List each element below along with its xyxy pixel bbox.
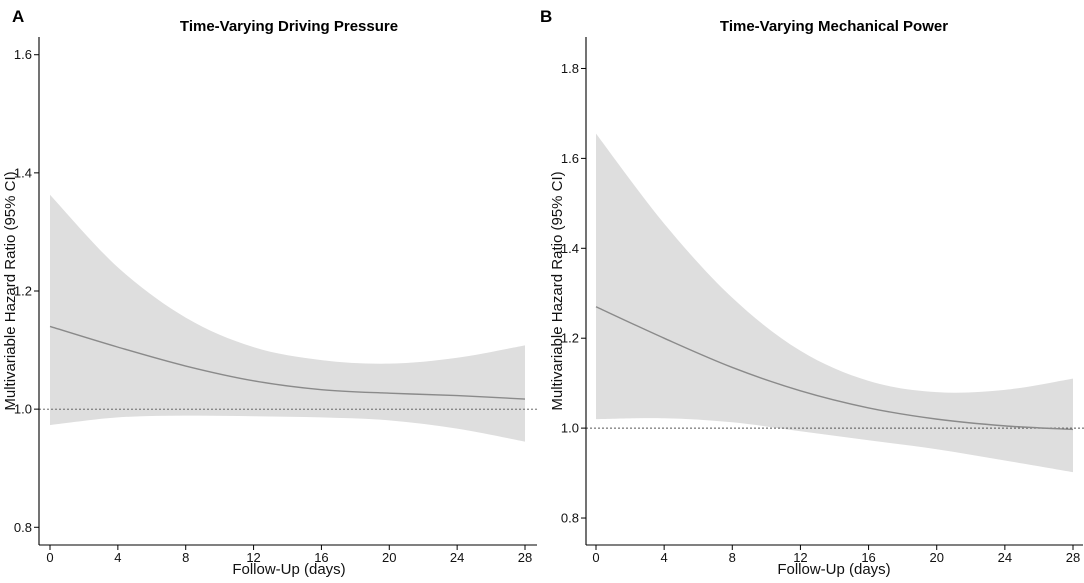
panel-b-y-tick-label-4: 1.6	[561, 151, 579, 166]
panel-a-x-tick-label-3: 12	[246, 550, 260, 565]
panel-b-ci-band	[596, 133, 1073, 473]
panel-b-title: Time-Varying Mechanical Power	[720, 18, 948, 35]
panel-a-ci-band	[50, 194, 525, 442]
panel-b: B Time-Varying Mechanical Power 0.8 1.0 1.…	[540, 7, 1084, 578]
panel-a-y-tick-label-2: 1.2	[14, 284, 32, 299]
panel-a-letter: A	[12, 7, 24, 26]
panel-a: A Time-Varying Driving Pressure 0.8 1.0 1.…	[2, 7, 537, 578]
panel-a-x-tick-label-4: 16	[314, 550, 328, 565]
panel-b-x-label: Follow-Up (days)	[777, 561, 890, 578]
panel-a-y-tick-label-0: 0.8	[14, 520, 32, 535]
panel-b-x-tick-label-3: 12	[793, 550, 807, 565]
panel-a-x-tick-label-0: 0	[46, 550, 53, 565]
panel-b-ticks: 0.8 1.0 1.2 1.4 1.6 1.8 0 4 8 12 16 20 24 28	[561, 61, 1080, 565]
panel-b-hazard-ratio-line	[595, 306, 1074, 431]
panel-a-x-label: Follow-Up (days)	[232, 561, 345, 578]
panel-b-x-tick-label-4: 16	[861, 550, 875, 565]
panel-a-y-label: Multivariable Hazard Ratio (95% CI)	[2, 171, 19, 410]
panel-b-y-tick-label-2: 1.2	[561, 331, 579, 346]
panel-a-y-tick-label-3: 1.4	[14, 165, 32, 180]
panel-b-x-tick-label-2: 8	[729, 550, 736, 565]
panel-a-x-tick-label-5: 20	[382, 550, 396, 565]
panel-b-x-tick-label-7: 28	[1066, 550, 1080, 565]
panel-b-x-tick-label-6: 24	[998, 550, 1012, 565]
panel-a-x-tick-label-6: 24	[450, 550, 464, 565]
panel-a-title: Time-Varying Driving Pressure	[180, 18, 398, 35]
panel-b-x-tick-label-1: 4	[661, 550, 668, 565]
panel-a-x-tick-label-7: 28	[518, 550, 532, 565]
panel-a-y-tick-label-1: 1.0	[14, 402, 32, 417]
panel-b-x-tick-label-5: 20	[929, 550, 943, 565]
panel-a-x-tick-label-1: 4	[114, 550, 121, 565]
panel-a-hazard-ratio-line	[49, 325, 526, 400]
panel-a-y-tick-label-4: 1.6	[14, 47, 32, 62]
panel-a-x-tick-label-2: 8	[182, 550, 189, 565]
panel-b-y-tick-label-5: 1.8	[561, 61, 579, 76]
panel-b-y-tick-label-3: 1.4	[561, 241, 579, 256]
panel-b-y-tick-label-1: 1.0	[561, 421, 579, 436]
panel-b-letter: B	[540, 7, 552, 26]
panel-b-y-tick-label-0: 0.8	[561, 511, 579, 526]
panel-b-y-label: Multivariable Hazard Ratio (95% CI)	[549, 171, 566, 410]
panel-a-ticks: 0.8 1.0 1.2 1.4 1.6 0 4 8 12 16 20 24 28	[14, 47, 532, 565]
panel-b-x-tick-label-0: 0	[592, 550, 599, 565]
